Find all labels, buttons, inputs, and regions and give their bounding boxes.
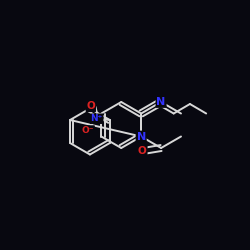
- Text: N: N: [136, 132, 146, 141]
- Text: N: N: [156, 97, 166, 107]
- Text: N⁺: N⁺: [90, 114, 103, 123]
- Text: O⁻: O⁻: [82, 126, 94, 135]
- Text: O: O: [138, 146, 147, 156]
- Text: O: O: [86, 101, 95, 111]
